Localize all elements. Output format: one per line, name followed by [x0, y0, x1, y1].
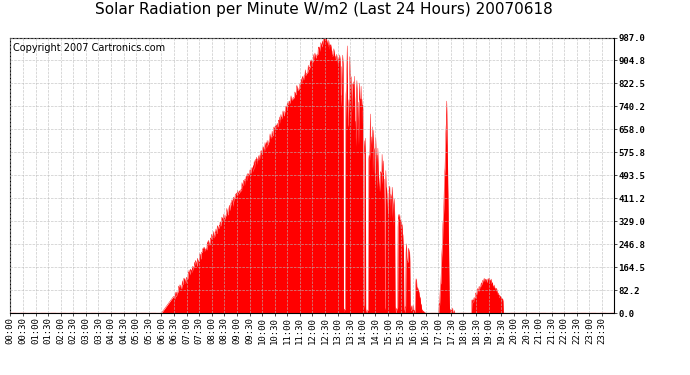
Text: Copyright 2007 Cartronics.com: Copyright 2007 Cartronics.com — [13, 43, 166, 53]
Text: Solar Radiation per Minute W/m2 (Last 24 Hours) 20070618: Solar Radiation per Minute W/m2 (Last 24… — [95, 2, 553, 17]
